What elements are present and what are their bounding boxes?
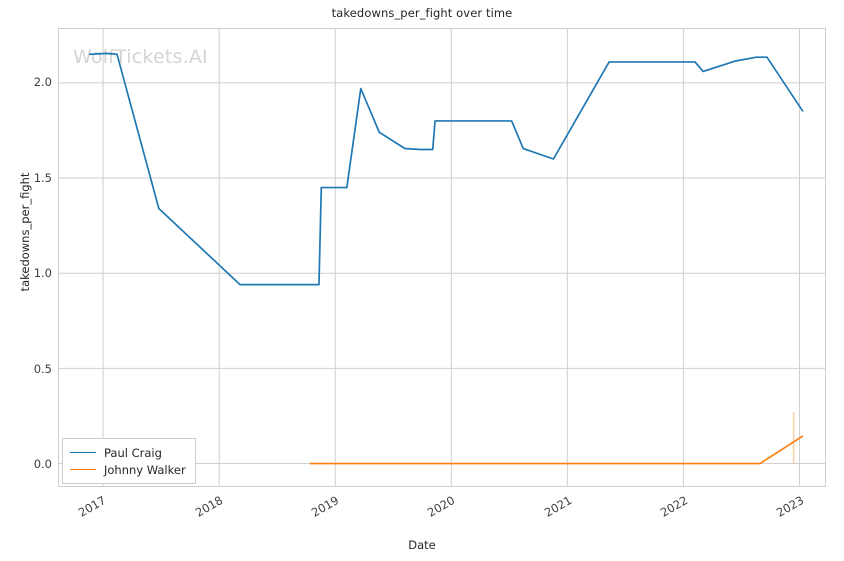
x-tick-label: 2021 (541, 493, 574, 520)
x-tick-label: 2018 (192, 493, 225, 520)
legend-entry: Johnny Walker (70, 461, 186, 478)
x-tick-label: 2017 (76, 493, 109, 520)
series-line-johnny-walker (309, 435, 804, 465)
y-axis-tick-labels: 0.0 0.5 1.0 1.5 2.0 (0, 0, 52, 561)
watermark-text: WolfTickets.AI (73, 46, 208, 68)
legend-color-swatch (70, 469, 96, 470)
plot-area: WolfTickets.AI (58, 28, 826, 487)
x-tick-label: 2019 (308, 493, 342, 520)
legend-label: Johnny Walker (104, 462, 186, 477)
y-tick-label: 0.5 (33, 361, 52, 376)
x-tick-label: 2022 (657, 493, 691, 520)
x-axis-label: Date (408, 538, 436, 552)
y-tick-label: 1.0 (33, 266, 52, 281)
x-tick-label: 2023 (774, 493, 807, 520)
y-tick-label: 2.0 (33, 75, 52, 90)
y-tick-label: 1.5 (33, 170, 52, 185)
series-line-paul-craig (89, 52, 804, 286)
chart-title: takedowns_per_fight over time (331, 6, 513, 20)
y-tick-label: 0.0 (33, 457, 52, 472)
watermark-layer: WolfTickets.AI (59, 29, 825, 486)
data-series-layer (89, 52, 804, 465)
legend-label: Paul Craig (104, 445, 162, 460)
legend-entry: Paul Craig (70, 444, 186, 461)
x-tick-label: 2020 (425, 493, 458, 520)
chart-legend: Paul Craig Johnny Walker (62, 438, 196, 484)
legend-color-swatch (70, 452, 96, 453)
